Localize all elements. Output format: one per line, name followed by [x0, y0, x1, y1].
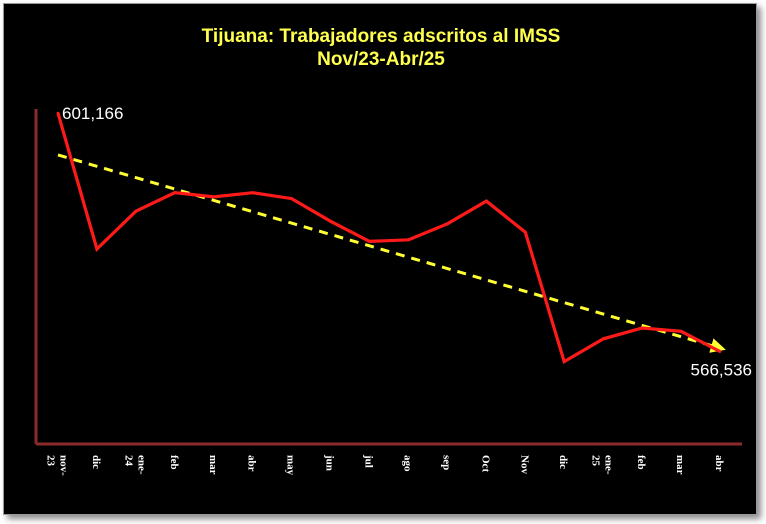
x-tick-label: feb	[635, 455, 647, 470]
x-tick-label: ago	[401, 455, 413, 472]
svg-text:Oct: Oct	[479, 455, 491, 472]
x-tick-label: Oct	[479, 455, 491, 472]
svg-text:ene-24: ene-24	[122, 455, 147, 475]
svg-text:ene-25: ene-25	[590, 455, 615, 475]
x-tick-label: mar	[674, 455, 686, 475]
x-tick-label: sep	[440, 455, 452, 470]
svg-text:ago: ago	[401, 455, 413, 472]
svg-text:abr: abr	[246, 455, 258, 472]
chart-panel: Tijuana: Trabajadores adscritos al IMSS …	[3, 3, 757, 515]
svg-text:sep: sep	[440, 455, 452, 470]
x-tick-label: nov-23	[45, 455, 70, 476]
chart-subtitle: Nov/23-Abr/25	[317, 49, 445, 70]
data-point	[134, 209, 138, 213]
svg-text:abr: abr	[713, 455, 725, 472]
chart-title: Tijuana: Trabajadores adscritos al IMSS	[201, 26, 561, 47]
x-tick-label: abr	[246, 455, 258, 472]
data-point	[173, 191, 177, 195]
x-axis-ticks: nov-23 dic ene-24 feb mar abr may jun jul ago sep O…	[45, 454, 726, 476]
x-tick-label: dic	[557, 455, 569, 469]
data-point	[368, 240, 371, 243]
x-tick-label: ene-25	[590, 455, 615, 475]
data-point	[679, 329, 683, 333]
line-chart: nov-23 dic ene-24 feb mar abr may jun jul ago sep O…	[34, 104, 752, 476]
data-point	[446, 222, 449, 226]
x-tick-label: jun	[324, 454, 336, 471]
svg-text:may: may	[285, 455, 297, 476]
data-point	[290, 197, 294, 201]
series-line	[56, 112, 721, 365]
x-tick-label: ene-24	[122, 455, 147, 475]
data-label: 566,536	[691, 360, 752, 379]
svg-text:dic: dic	[557, 455, 569, 469]
svg-text:Nov: Nov	[518, 455, 530, 474]
data-point	[95, 247, 99, 251]
svg-text:mar: mar	[207, 455, 219, 475]
svg-text:nov-23: nov-23	[45, 455, 70, 476]
x-tick-label: feb	[168, 455, 180, 470]
data-point	[484, 199, 488, 203]
x-tick-label: may	[285, 455, 297, 476]
data-point	[407, 238, 410, 242]
data-point	[562, 360, 566, 363]
trend	[57, 153, 726, 353]
svg-text:mar: mar	[674, 455, 686, 475]
data-point	[56, 111, 60, 115]
x-tick-label: mar	[207, 455, 219, 475]
data-point	[718, 350, 722, 353]
series	[56, 111, 722, 365]
data-point	[212, 195, 216, 199]
svg-text:feb: feb	[635, 455, 647, 470]
data-point	[251, 191, 255, 195]
svg-text:jul: jul	[363, 454, 375, 468]
axes	[34, 109, 742, 446]
data-labels: 601,166 566,536	[62, 104, 752, 379]
data-point	[329, 219, 332, 223]
x-tick-label: dic	[90, 455, 102, 469]
svg-text:jun: jun	[324, 454, 336, 471]
svg-text:feb: feb	[168, 455, 180, 470]
x-tick-label: Nov	[518, 455, 530, 474]
x-tick-label: abr	[713, 455, 725, 472]
data-point	[523, 230, 527, 234]
data-point	[601, 337, 605, 341]
data-point	[640, 326, 644, 330]
x-tick-label: jul	[363, 454, 375, 468]
trend-line	[57, 153, 726, 353]
data-label: 601,166	[62, 104, 123, 123]
svg-text:dic: dic	[90, 455, 102, 469]
